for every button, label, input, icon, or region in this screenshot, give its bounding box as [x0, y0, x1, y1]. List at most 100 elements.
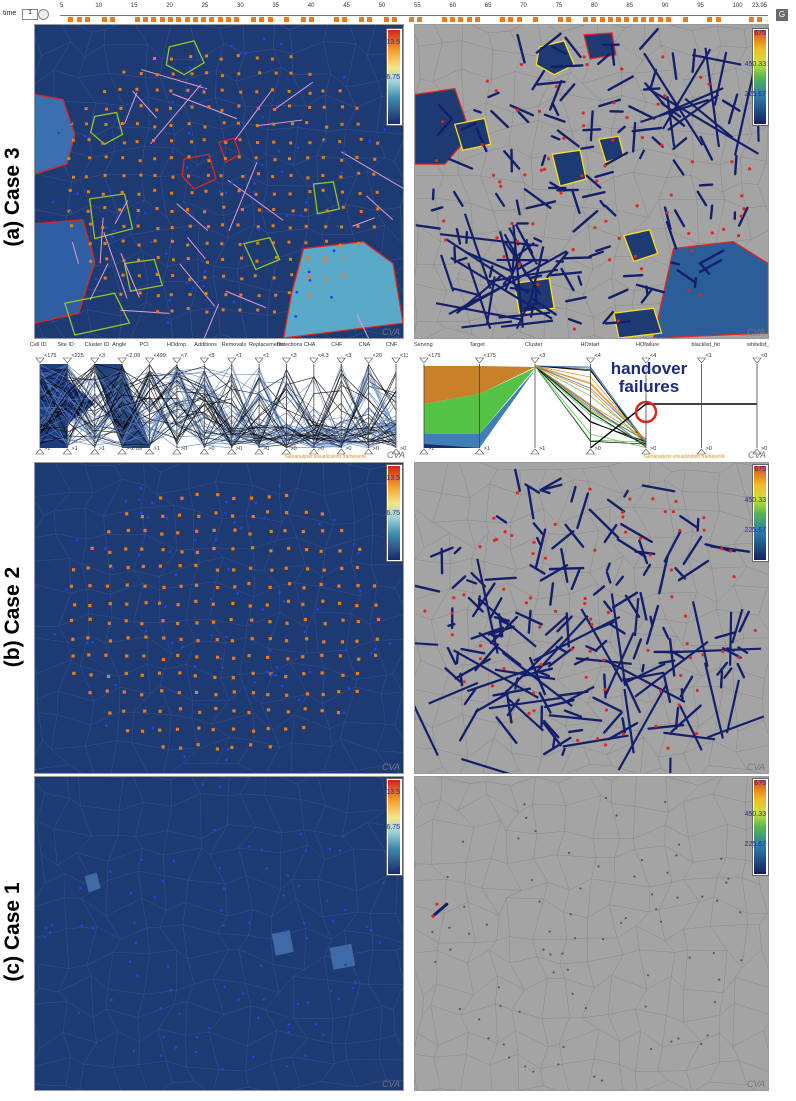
- pc-credit: Geoanalysis visualization framework: [644, 454, 725, 460]
- axis-filter-handle-icon: [530, 357, 540, 364]
- axis-filter-handle-icon: [641, 448, 651, 455]
- pc-axis-max[interactable]: <1: [235, 353, 242, 359]
- cell-nodes: [423, 487, 757, 750]
- pc-axis-max[interactable]: <175: [44, 353, 57, 359]
- event-marker: [441, 17, 447, 22]
- case2-handover-graph[interactable]: CVA: [414, 462, 769, 774]
- pc-axis-min[interactable]: >0: [705, 446, 712, 452]
- gear-icon[interactable]: G: [776, 9, 788, 21]
- axis-filter-handle-icon: [35, 448, 45, 455]
- axis-filter-handle-icon: [363, 357, 374, 364]
- pc-axis-name: HOfailure: [636, 342, 660, 348]
- pc-axis-min[interactable]: >1: [483, 446, 490, 452]
- axis-filter-handle-icon: [254, 448, 264, 455]
- pc-axis-min[interactable]: >0: [290, 446, 297, 452]
- pc-axis-max[interactable]: <3: [290, 353, 297, 359]
- pc-axis-min[interactable]: >1: [153, 446, 160, 452]
- time-spinner-icon[interactable]: [38, 9, 49, 20]
- pc-axis-max[interactable]: <175: [428, 353, 441, 359]
- event-marker: [475, 17, 480, 22]
- event-marker: [217, 17, 223, 22]
- axis-filter-handle-icon: [585, 448, 596, 455]
- pc-axis-min[interactable]: >0: [650, 446, 657, 452]
- handover-edges: [415, 468, 751, 756]
- ruler-tick-label: 50: [378, 3, 386, 9]
- legend-lower: 225.67: [744, 841, 766, 848]
- pc-axis-max[interactable]: <225: [71, 353, 84, 359]
- pc-axis-max[interactable]: <1: [705, 353, 712, 359]
- pc-axis-min[interactable]: >0: [594, 446, 601, 452]
- cell-markers: [51, 37, 387, 324]
- parallel-coords-cell[interactable]: Cell ID <175 >1 Site ID <225 >1 Cluster ID <3 >1…: [30, 342, 408, 460]
- axis-filter-handle-icon: [641, 357, 651, 364]
- pc-axis-name: CNF: [385, 342, 398, 348]
- color-scale-bar: [388, 780, 400, 874]
- cell-nodes: [431, 796, 743, 1082]
- timeline-bar[interactable]: time 1 5 10 15 20 25 30 35 40 45 50 55 60 65 70 75 80 85…: [0, 0, 796, 24]
- cva-watermark: CVA: [746, 762, 765, 772]
- axis-filter-handle-icon: [419, 357, 429, 364]
- cva-watermark: CVA: [386, 450, 405, 460]
- pc-axis-name: blacklist_hit: [691, 342, 720, 348]
- axis-filter-handle-icon: [391, 448, 401, 455]
- cva-watermark: CVA: [381, 762, 400, 772]
- pc-axis-min[interactable]: >1: [539, 446, 546, 452]
- event-marker: [267, 17, 273, 22]
- pc-band: [424, 444, 480, 448]
- axis-filter-handle-icon: [696, 357, 707, 364]
- pc-axis-min[interactable]: >0: [317, 446, 325, 452]
- cva-watermark: CVA: [381, 327, 400, 337]
- case1-cell-map[interactable]: CVA: [34, 776, 404, 1091]
- case3-handover-graph[interactable]: CVA: [414, 24, 769, 339]
- event-marker: [624, 17, 630, 22]
- cva-watermark: CVA: [381, 1079, 400, 1089]
- timeline-ruler[interactable]: 5 10 15 20 25 30 35 40 45 50 55 60 65 70 75 80 85 90 95 100: [60, 3, 768, 26]
- pc-axis-min[interactable]: >1: [98, 446, 106, 452]
- pc-axis-min[interactable]: >0: [399, 446, 407, 452]
- case2-cell-map[interactable]: CVA: [34, 462, 404, 774]
- pc-axis-max[interactable]: <4.3: [317, 353, 329, 359]
- legend-lower: 225.67: [744, 91, 766, 98]
- pc-axis-min[interactable]: >-2.09: [126, 446, 142, 452]
- event-marker: [176, 17, 182, 22]
- pc-axis-max[interactable]: <20: [372, 353, 382, 359]
- pc-axis-min[interactable]: >1: [428, 446, 435, 452]
- pc-axis-max[interactable]: <3: [539, 353, 546, 359]
- ruler-tick-label: 80: [591, 3, 598, 9]
- pc-axis-max[interactable]: <5: [208, 353, 215, 359]
- annotation-line-2: failures: [618, 377, 680, 396]
- pc-axis-max[interactable]: <4: [650, 353, 657, 359]
- pc-axis-max[interactable]: <175: [483, 353, 496, 359]
- pc-axis-min[interactable]: >1: [44, 446, 51, 452]
- pc-axis-min[interactable]: >0: [345, 446, 352, 452]
- event-marker: [143, 17, 148, 22]
- event-marker: [209, 17, 215, 22]
- event-marker: [466, 17, 472, 22]
- pc-axis-max[interactable]: <0: [761, 353, 768, 359]
- pc-axis-min[interactable]: >1: [71, 446, 78, 452]
- pc-axis-min[interactable]: >0: [208, 446, 215, 452]
- pc-axis-max[interactable]: <499: [153, 353, 166, 359]
- pc-axis-max[interactable]: <2.09: [126, 353, 141, 359]
- event-marker: [599, 17, 605, 22]
- event-marker: [558, 17, 563, 22]
- event-marker: [167, 17, 173, 22]
- case3-cell-map[interactable]: CVA: [34, 24, 404, 339]
- time-spinner[interactable]: 1: [22, 9, 38, 20]
- pc-axis-min[interactable]: >0: [263, 446, 270, 452]
- parallel-coords-handover[interactable]: Serving <175 >1 Target <175 >1 Cluster <3 >1 HOst…: [414, 342, 769, 460]
- pc-axis-max[interactable]: <4: [594, 353, 601, 359]
- pc-axis-min[interactable]: >0: [235, 446, 242, 452]
- pc-axis-max[interactable]: <1: [263, 353, 270, 359]
- pc-axis-max[interactable]: <3: [345, 353, 352, 359]
- pc-axis-min[interactable]: >0: [180, 446, 188, 452]
- pc-axis-max[interactable]: <7: [180, 353, 188, 359]
- cell-markers: [53, 484, 392, 762]
- pc-axis-max[interactable]: <3: [98, 353, 106, 359]
- pc-axis-max[interactable]: <13: [399, 353, 408, 359]
- case1-handover-graph[interactable]: CVA: [414, 776, 769, 1091]
- pc-axis-min[interactable]: >0: [372, 446, 379, 452]
- axis-filter-handle-icon: [309, 448, 319, 455]
- pc-axis-min[interactable]: >0: [761, 446, 768, 452]
- event-marker: [134, 17, 140, 22]
